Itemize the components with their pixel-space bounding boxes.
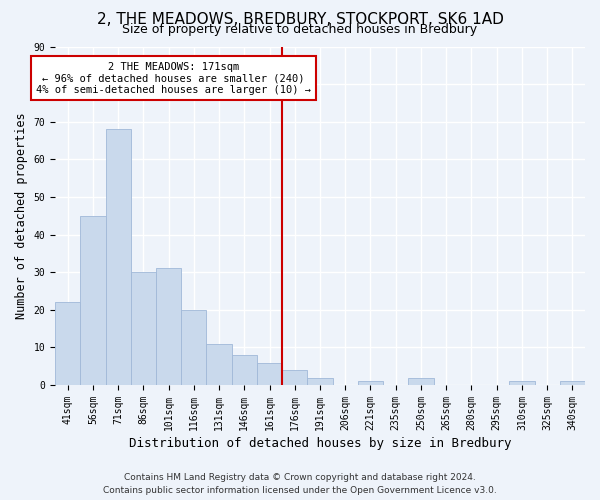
Bar: [80, 216, 106, 385]
Bar: [257, 362, 282, 385]
Bar: [55, 302, 80, 385]
Text: Size of property relative to detached houses in Bredbury: Size of property relative to detached ho…: [122, 22, 478, 36]
Bar: [106, 130, 131, 385]
Bar: [232, 355, 257, 385]
Bar: [156, 268, 181, 385]
Bar: [409, 378, 434, 385]
Bar: [282, 370, 307, 385]
Text: Contains HM Land Registry data © Crown copyright and database right 2024.
Contai: Contains HM Land Registry data © Crown c…: [103, 474, 497, 495]
Bar: [358, 382, 383, 385]
Bar: [307, 378, 332, 385]
Text: 2 THE MEADOWS: 171sqm
← 96% of detached houses are smaller (240)
4% of semi-deta: 2 THE MEADOWS: 171sqm ← 96% of detached …: [36, 62, 311, 94]
Bar: [509, 382, 535, 385]
Text: 2, THE MEADOWS, BREDBURY, STOCKPORT, SK6 1AD: 2, THE MEADOWS, BREDBURY, STOCKPORT, SK6…: [97, 12, 503, 28]
X-axis label: Distribution of detached houses by size in Bredbury: Distribution of detached houses by size …: [129, 437, 511, 450]
Y-axis label: Number of detached properties: Number of detached properties: [15, 112, 28, 319]
Bar: [181, 310, 206, 385]
Bar: [206, 344, 232, 385]
Bar: [560, 382, 585, 385]
Bar: [131, 272, 156, 385]
